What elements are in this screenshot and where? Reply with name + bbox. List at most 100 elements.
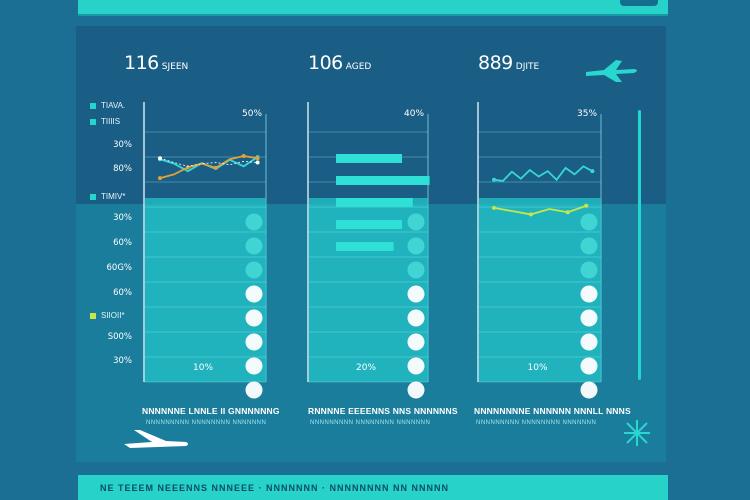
column-knob xyxy=(245,237,263,255)
legend-swatch xyxy=(90,312,96,319)
data-point xyxy=(158,156,162,161)
scroll-slider[interactable] xyxy=(638,110,641,380)
y-tick: S00% xyxy=(107,332,132,342)
menu-button[interactable] xyxy=(620,0,658,6)
legend-swatch xyxy=(90,193,96,200)
airplane-icon xyxy=(586,60,637,82)
series-line xyxy=(493,165,593,182)
x-sublabel-1: NNNNNNNNN NNNNNNNN NNNNNNN xyxy=(146,420,267,426)
panel-stat-3: 889 DJITE xyxy=(478,52,539,74)
legend-label: SIIOII* xyxy=(101,311,125,320)
panel-stat-2: 106 AGED xyxy=(308,52,371,74)
y-tick: 30% xyxy=(113,213,132,223)
series-line xyxy=(493,204,587,216)
sparkle-icon xyxy=(624,420,650,446)
column-knob xyxy=(407,213,425,231)
column-knob xyxy=(407,381,425,399)
series-line xyxy=(159,156,259,173)
column-knob xyxy=(245,261,263,279)
legend-label: TIAVA. xyxy=(101,101,126,110)
column-knob xyxy=(407,309,425,327)
panel-stat-2-unit: AGED xyxy=(345,62,372,72)
airplane-icon xyxy=(124,430,188,448)
column-knob xyxy=(580,309,598,327)
y-tick: 60% xyxy=(113,238,132,248)
column-knob xyxy=(580,213,598,231)
x-sublabel-3: NNNNNNNNN NNNNNNNN NNNNNNN xyxy=(476,420,597,426)
y-tick: 60% xyxy=(113,288,132,298)
y-tick: 30% xyxy=(113,140,132,150)
x-label-1: NNNNNNE LNNLE II GNNNNNNG xyxy=(142,406,280,416)
bar xyxy=(336,154,402,163)
legend-label: TIIIIS xyxy=(101,117,121,126)
column-knob xyxy=(580,237,598,255)
legend-swatch xyxy=(90,102,96,109)
data-point xyxy=(213,165,218,170)
column-knob xyxy=(407,261,425,279)
x-axis-labels: NNNNNNE LNNLE II GNNNNNNG NNNNNNNNN NNNN… xyxy=(76,406,666,436)
chart-legend: TIAVA. TIIIIS xyxy=(90,99,125,131)
panel-stat-1-unit: SJEEN xyxy=(161,62,189,72)
data-point xyxy=(584,203,589,208)
bottom-bar-text: NE TEEEM NEEENNS NNNEEE · NNNNNNN · NNNN… xyxy=(100,483,450,493)
legend-item[interactable]: SIIOII* xyxy=(90,309,125,322)
column-knob xyxy=(245,357,263,375)
column-knob xyxy=(580,261,598,279)
panel-stat-1: 116 SJEEN xyxy=(124,52,188,74)
data-point xyxy=(492,205,496,210)
legend-item[interactable]: TIIIIS xyxy=(90,115,125,128)
legend-label: TIMIV* xyxy=(101,192,126,201)
dashboard-card: 116 SJEEN 106 AGED 889 DJITE TIAVA. TIIIIS … xyxy=(76,26,666,462)
panel-stat-1-value: 116 xyxy=(124,52,159,74)
data-point xyxy=(255,156,260,161)
data-point xyxy=(565,210,570,215)
bottom-bar: NE TEEEM NEEENNS NNNEEE · NNNNNNN · NNNN… xyxy=(78,475,668,500)
column-knob xyxy=(245,381,263,399)
column-knob xyxy=(407,357,425,375)
bar xyxy=(336,176,430,185)
column-knob xyxy=(580,285,598,303)
panel-bottom-label: 20% xyxy=(356,363,376,373)
column-knob xyxy=(407,237,425,255)
column-knob xyxy=(580,357,598,375)
column-knob xyxy=(580,381,598,399)
column-knob xyxy=(407,333,425,351)
column-knob xyxy=(580,333,598,351)
panel-stat-3-unit: DJITE xyxy=(515,62,540,72)
panel-top-label: 40% xyxy=(404,109,424,119)
column-knob xyxy=(245,285,263,303)
y-tick: 80% xyxy=(113,164,132,174)
data-point xyxy=(528,212,533,217)
data-point xyxy=(255,160,260,165)
panel-top-label: 35% xyxy=(577,109,597,119)
panel-bottom-label: 10% xyxy=(193,363,213,373)
column-knob xyxy=(245,213,263,231)
panel-bottom-label: 10% xyxy=(528,363,548,373)
column-knob xyxy=(245,309,263,327)
bar xyxy=(336,198,413,207)
data-point xyxy=(158,176,162,181)
charts-canvas: 50% 10% 40% 20% 35% 10% xyxy=(143,102,602,399)
series-line xyxy=(159,155,258,180)
panel-stat-3-value: 889 xyxy=(478,52,513,74)
legend-item[interactable]: TIMIV* xyxy=(90,190,125,203)
x-label-3: NNNNNNNNE NNNNNN NNNLL NNNS xyxy=(474,406,631,416)
panel-stat-2-value: 106 xyxy=(308,52,343,74)
panel-top-label: 50% xyxy=(242,109,262,119)
y-tick: 60G% xyxy=(106,263,132,273)
legend-item[interactable]: TIAVA. xyxy=(90,99,125,112)
column-knob xyxy=(407,285,425,303)
column-knob xyxy=(245,333,263,351)
bar xyxy=(336,220,402,229)
series-line xyxy=(159,157,258,167)
data-point xyxy=(241,154,246,159)
data-point xyxy=(492,177,496,182)
top-toolbar xyxy=(78,0,668,16)
bar xyxy=(336,242,394,251)
legend-swatch xyxy=(90,118,96,125)
y-tick: 30% xyxy=(113,356,132,366)
panel-fill-block xyxy=(479,198,601,382)
panel-fill-block xyxy=(145,198,266,382)
data-point xyxy=(590,169,595,174)
x-label-2: RNNNNE EEEENNS NNS NNNNNNS xyxy=(308,406,458,416)
